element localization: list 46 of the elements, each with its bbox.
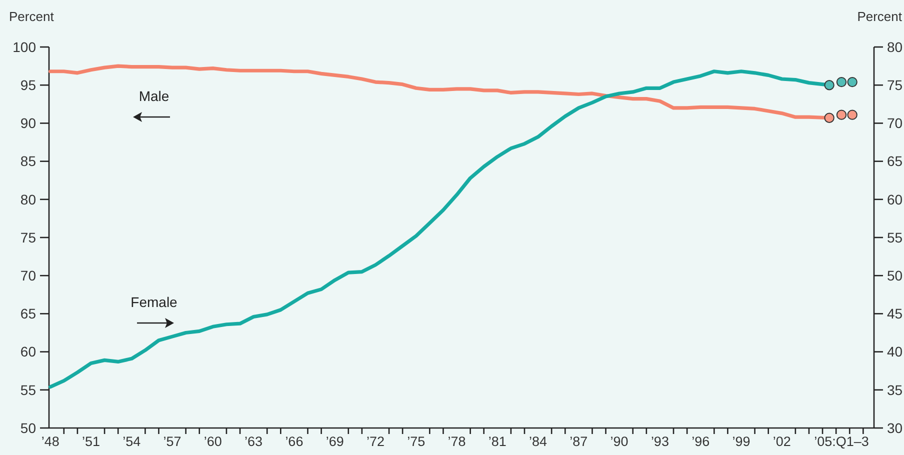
y2-tick-label: 30 <box>887 420 903 436</box>
x-tick-label: ’57 <box>163 434 182 449</box>
x-tick-label: ’60 <box>204 434 222 449</box>
x-tick-label: ’96 <box>692 434 710 449</box>
y-tick-label: 75 <box>20 229 36 246</box>
y2-tick-label: 80 <box>887 38 903 55</box>
y-tick-label: 70 <box>20 268 36 284</box>
y2-tick-label: 70 <box>887 115 903 132</box>
x-tick-label: ’99 <box>732 434 750 449</box>
y2-tick-label: 50 <box>887 268 903 284</box>
x-tick-label: ’81 <box>488 434 506 449</box>
series-label: Male <box>138 88 170 104</box>
x-tick-label: ’87 <box>570 434 588 449</box>
x-tick-label: ’66 <box>285 434 304 449</box>
y-tick-label: 60 <box>20 344 36 360</box>
x-tick-label: ’72 <box>366 434 384 449</box>
x-tick-label: ’51 <box>82 434 100 449</box>
y-axis-title: Percent <box>9 9 54 24</box>
x-tick-label: ’78 <box>448 434 466 449</box>
x-tick-label: ’05:Q1–3 <box>814 434 869 449</box>
x-tick-label: ’54 <box>122 434 142 449</box>
x-tick-label: ’93 <box>650 434 669 449</box>
y-tick-label: 55 <box>20 382 36 398</box>
y-tick-label: 90 <box>20 115 36 132</box>
x-tick-label: ’84 <box>529 434 548 449</box>
x-tick-label: ’69 <box>326 434 344 449</box>
y-tick-label: 100 <box>12 38 36 55</box>
x-tick-label: ’63 <box>244 434 263 449</box>
y2-tick-label: 75 <box>887 77 903 93</box>
x-tick-label: ’90 <box>610 434 628 449</box>
x-tick-label: ’75 <box>407 434 426 449</box>
x-tick-label: ’48 <box>41 434 60 449</box>
y-tick-label: 65 <box>20 306 36 322</box>
y2-tick-label: 55 <box>887 229 903 246</box>
y-tick-label: 85 <box>20 153 36 170</box>
y2-tick-label: 65 <box>887 153 903 170</box>
series-label: Female <box>130 294 178 310</box>
y-tick-label: 80 <box>20 191 36 208</box>
y2-tick-label: 35 <box>887 382 903 398</box>
y-tick-label: 50 <box>20 420 36 436</box>
x-tick-label: ’02 <box>772 434 791 449</box>
y2-tick-label: 45 <box>887 306 903 322</box>
y2-tick-label: 60 <box>887 191 903 208</box>
y-tick-label: 95 <box>20 77 36 93</box>
y2-tick-label: 40 <box>887 344 903 360</box>
y2-axis-title: Percent <box>857 9 902 24</box>
